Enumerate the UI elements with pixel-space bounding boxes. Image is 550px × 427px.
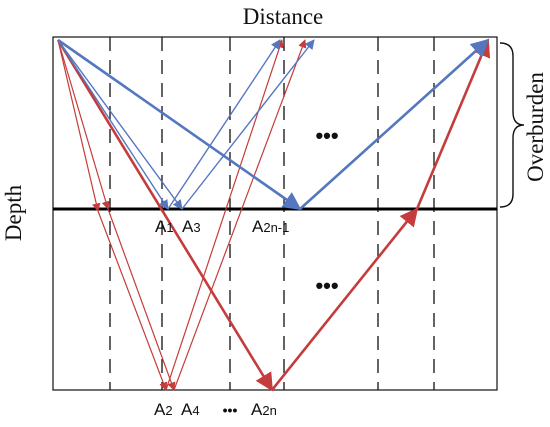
distance-label: Distance	[243, 4, 323, 29]
blue-ray-main	[57, 38, 302, 211]
blue-ray-main	[299, 38, 490, 210]
red-ray	[57, 39, 110, 210]
label-a2: A2	[154, 400, 173, 419]
label-a2n-1: A2n-1	[252, 217, 289, 236]
red-ray-main	[415, 38, 491, 210]
red-rays	[56, 38, 491, 392]
depth-label: Depth	[1, 184, 26, 241]
ellipsis-lower: •••	[315, 273, 338, 298]
red-ray	[97, 210, 168, 391]
blue-ray	[167, 39, 281, 210]
diagram-frame	[52, 36, 498, 391]
label-a1: A1	[155, 217, 174, 236]
red-ray-main	[56, 39, 274, 392]
red-ray	[173, 39, 307, 391]
label-a4: A4	[181, 400, 200, 419]
blue-ray	[57, 39, 183, 210]
red-ray-main	[270, 207, 419, 391]
blue-ray	[181, 39, 315, 210]
label-a3: A3	[182, 217, 201, 236]
overburden-label: Overburden	[523, 72, 548, 182]
label-a2n: A2n	[251, 400, 277, 419]
overburden-brace	[499, 42, 525, 208]
blue-ray	[57, 39, 169, 210]
dashed-gridlines	[109, 37, 435, 390]
blue-rays	[57, 38, 490, 211]
red-ray	[107, 208, 176, 391]
red-ray	[57, 39, 101, 212]
ellipsis-upper: •••	[315, 123, 338, 148]
ellipsis-bottom: •••	[223, 402, 238, 418]
red-ray	[165, 39, 284, 391]
